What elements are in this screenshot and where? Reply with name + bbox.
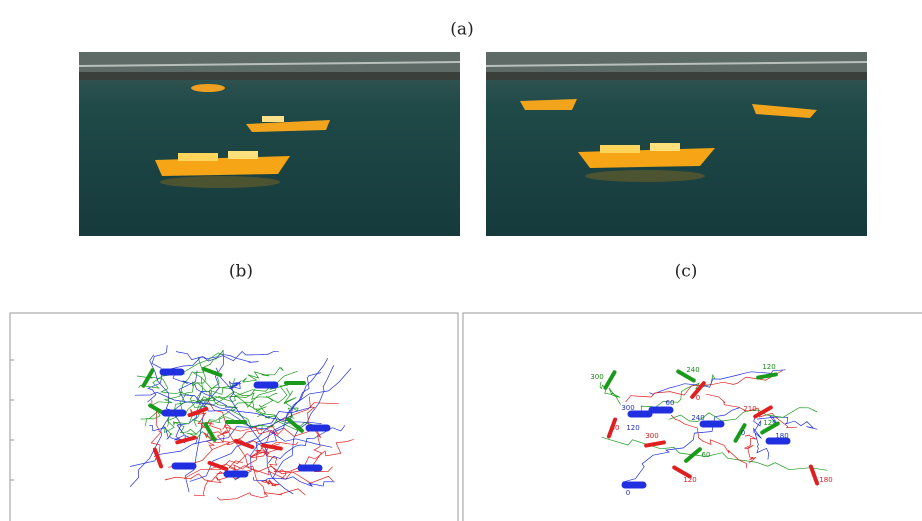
time-label: 60	[611, 424, 620, 432]
time-label: 120	[763, 419, 776, 427]
time-label: 120	[626, 424, 639, 432]
time-label: 300	[590, 373, 603, 381]
time-label: 60	[666, 399, 675, 407]
trajectory	[235, 358, 328, 480]
trajectories: 300 240 0 120 300 60 120 240 210 120 0 180 60 300 60 12…	[130, 345, 833, 500]
photo	[486, 52, 867, 236]
trajectory	[246, 401, 278, 422]
time-label: 180	[775, 432, 788, 440]
trajectory	[229, 381, 241, 390]
trajectory	[636, 375, 715, 415]
time-label: 300	[645, 432, 658, 440]
trajectory	[745, 435, 757, 463]
trajectory	[602, 437, 828, 470]
ship-marker	[177, 438, 194, 443]
time-label: 120	[762, 363, 775, 371]
trajectory	[649, 370, 785, 394]
time-label: 120	[683, 476, 696, 484]
figure: (a) (b) (c) 300 240 0 120 300 60 120 240 210 120 0…	[0, 0, 922, 521]
time-label: 240	[691, 414, 704, 422]
trajectory	[268, 425, 345, 463]
caption: (b)	[229, 262, 253, 282]
trajectory	[149, 426, 197, 445]
time-label: 240	[686, 366, 699, 374]
time-label: 300	[621, 404, 634, 412]
ship-marker	[686, 449, 700, 461]
page: (a) (b) (c) 300 240 0 120 300 60 120 240 210 120 0…	[0, 0, 922, 521]
caption: (a)	[450, 20, 473, 40]
trajectory	[242, 367, 283, 382]
time-label: 0	[696, 394, 700, 402]
time-label: 0	[741, 429, 745, 437]
ship-marker	[263, 445, 281, 448]
time-label: 60	[702, 451, 711, 459]
ship-marker	[646, 442, 664, 445]
ship-marker	[811, 467, 817, 484]
ship-marker	[758, 374, 776, 377]
caption: (c)	[675, 262, 698, 282]
time-label: 180	[819, 476, 832, 484]
trajectory	[217, 489, 305, 500]
photo	[79, 52, 460, 236]
time-label: 210	[743, 405, 756, 413]
trajectory	[600, 382, 621, 405]
time-label: 0	[626, 489, 630, 497]
ship-marker	[606, 372, 615, 388]
